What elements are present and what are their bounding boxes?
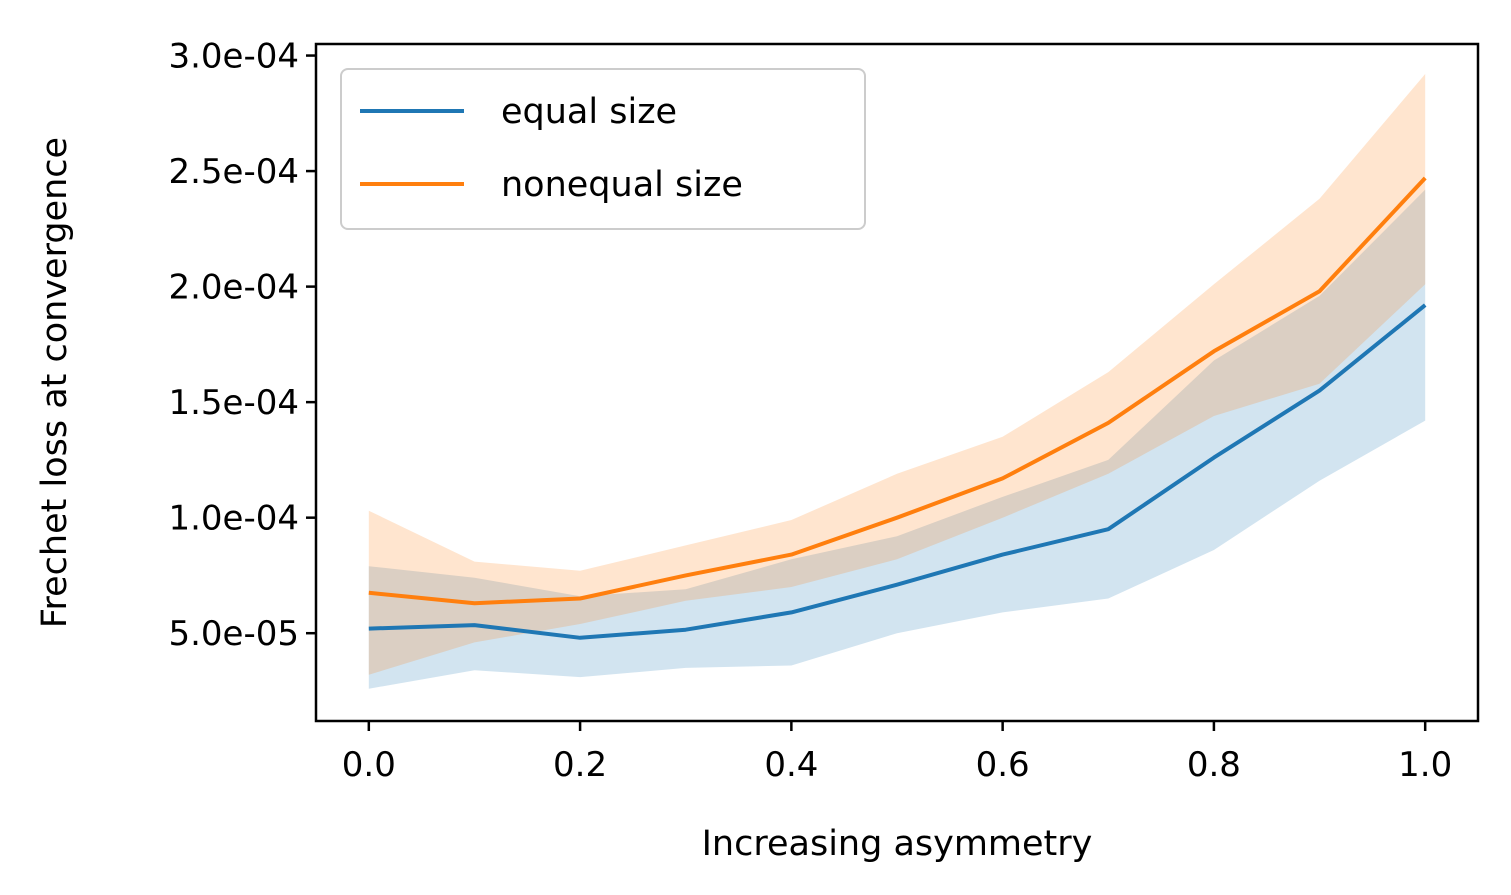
legend-label: nonequal size xyxy=(501,165,743,205)
y-tick-label: 1.5e-04 xyxy=(168,383,299,423)
band-equal-size xyxy=(368,189,1426,689)
x-tick-label: 0.2 xyxy=(553,745,607,785)
series-lines xyxy=(368,176,1427,640)
x-tick-label: 1.0 xyxy=(1398,745,1452,785)
x-tick-label: 0.0 xyxy=(342,745,396,785)
y-tick-label: 2.5e-04 xyxy=(168,152,299,192)
line-equal-size xyxy=(368,303,1427,640)
y-axis-label: Frechet loss at convergence xyxy=(35,137,75,628)
y-tick-label: 1.0e-04 xyxy=(168,499,299,539)
legend-frame xyxy=(340,68,866,230)
x-tick-label: 0.6 xyxy=(976,745,1030,785)
y-tick-label: 3.0e-04 xyxy=(168,37,299,77)
y-axis-ticks: 5.0e-05 1.0e-04 1.5e-04 2.0e-04 2.5e-04 3.0e-… xyxy=(168,37,316,654)
legend-label: equal size xyxy=(501,92,677,132)
legend: equal size nonequal size xyxy=(340,68,866,230)
x-tick-label: 0.8 xyxy=(1187,745,1241,785)
x-tick-label: 0.4 xyxy=(764,745,818,785)
band-nonequal-size xyxy=(368,74,1426,675)
confidence-bands xyxy=(368,74,1426,689)
y-tick-label: 2.0e-04 xyxy=(168,268,299,308)
x-axis-ticks: 0.0 0.2 0.4 0.6 0.8 1.0 xyxy=(342,721,1452,785)
line-nonequal-size xyxy=(368,176,1427,606)
plot-area-frame xyxy=(314,42,1480,723)
x-axis-label: Increasing asymmetry xyxy=(702,824,1093,864)
y-tick-label: 5.0e-05 xyxy=(168,614,299,654)
